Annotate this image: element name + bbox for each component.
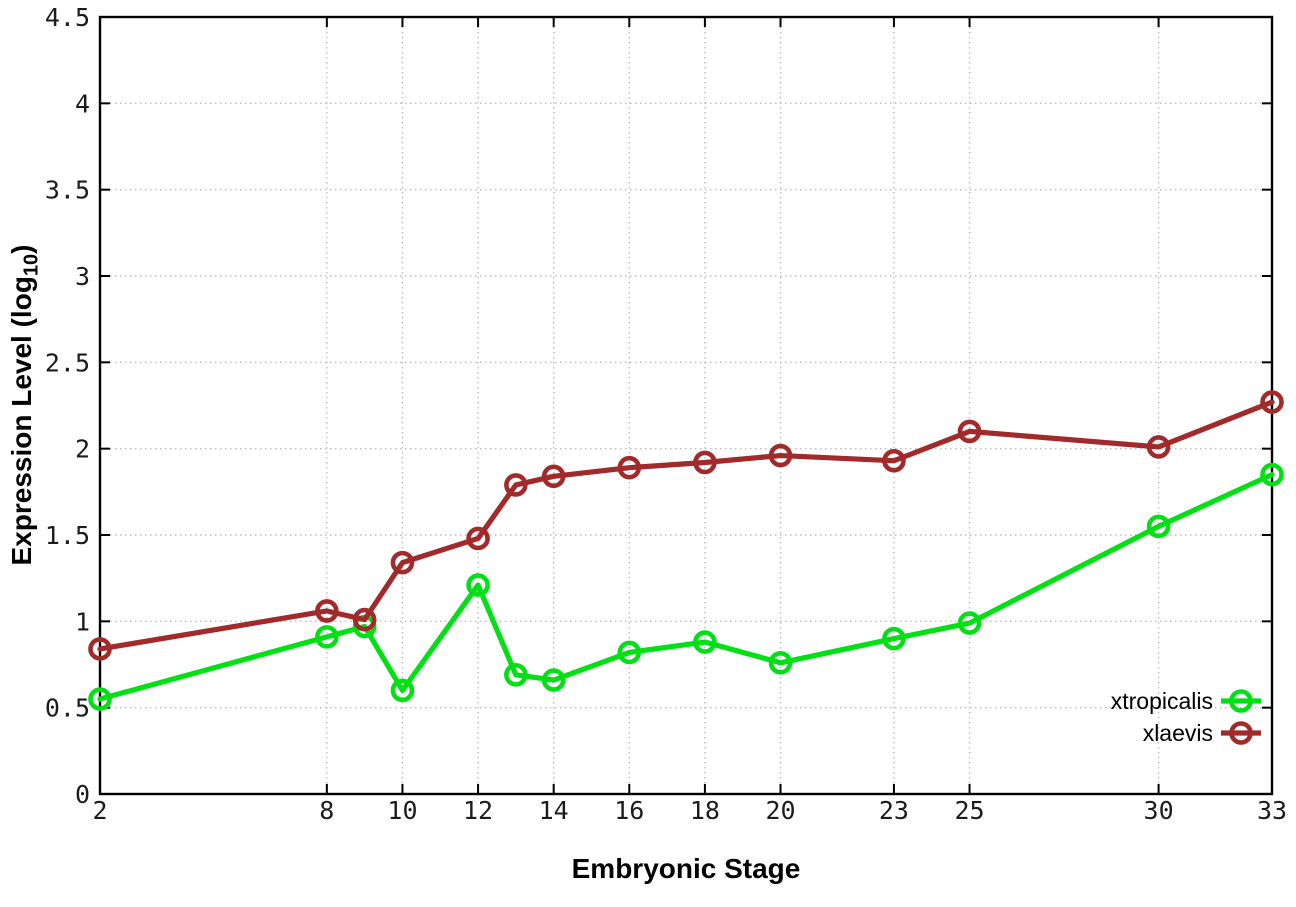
series-xtropicalis-marker	[693, 630, 717, 654]
x-tick-labels: 2 8 10 12 14 16 18 20 23 25 30 33	[92, 796, 1287, 825]
series-xlaevis-marker	[957, 419, 982, 444]
svg-text:18: 18	[690, 796, 720, 825]
series-xlaevis-line	[97, 399, 1275, 652]
series-xtropicalis-marker	[88, 687, 112, 711]
series-xlaevis-marker	[541, 464, 566, 489]
series-xlaevis-marker	[504, 473, 528, 497]
svg-text:12: 12	[463, 796, 493, 825]
series-xlaevis-marker	[768, 443, 793, 468]
series-xtropicalis-marker	[768, 650, 793, 675]
svg-text:2.5: 2.5	[45, 348, 90, 377]
svg-text:33: 33	[1257, 796, 1287, 825]
series-xlaevis-marker	[1260, 390, 1284, 414]
svg-text:25: 25	[954, 796, 984, 825]
svg-text:1: 1	[75, 607, 90, 636]
svg-text:0.5: 0.5	[45, 694, 90, 723]
series-xlaevis-marker	[617, 455, 642, 480]
tick-marks	[99, 16, 1273, 795]
y-tick-labels: 0 0.5 1 1.5 2 2.5 3 3.5 4 4.5	[45, 3, 90, 809]
series-xtropicalis-marker	[466, 573, 490, 597]
svg-text:3: 3	[75, 262, 90, 291]
y-axis-title: Expression Level (log10)	[0, 0, 44, 810]
legend-marker-sample	[1229, 689, 1253, 713]
svg-text:16: 16	[614, 796, 644, 825]
legend: xtropicalis xlaevis	[1111, 688, 1261, 746]
series-xtropicalis-line	[97, 471, 1275, 702]
svg-text:30: 30	[1144, 796, 1174, 825]
series-xlaevis-marker	[88, 637, 112, 661]
svg-text:8: 8	[319, 796, 334, 825]
svg-text:2: 2	[92, 796, 107, 825]
y-axis-title-close: )	[6, 244, 37, 254]
svg-text:0: 0	[75, 780, 90, 809]
legend-marker-sample	[1229, 721, 1253, 745]
series-xlaevis	[88, 390, 1284, 661]
gridlines	[100, 17, 1272, 794]
series-xtropicalis-marker	[541, 668, 566, 692]
svg-text:4.5: 4.5	[45, 3, 90, 32]
svg-text:1.5: 1.5	[45, 521, 90, 550]
series-xtropicalis-marker	[617, 640, 642, 665]
svg-text:20: 20	[765, 796, 795, 825]
series-xlaevis-marker	[1146, 435, 1171, 459]
svg-text:2: 2	[75, 435, 90, 464]
series-xlaevis-marker	[390, 550, 415, 575]
series-xtropicalis	[88, 462, 1284, 711]
svg-text:23: 23	[879, 796, 909, 825]
legend-label: xlaevis	[1143, 720, 1213, 746]
series-xlaevis-marker	[315, 599, 339, 623]
legend-item-xtropicalis: xtropicalis	[1111, 688, 1261, 714]
svg-text:10: 10	[387, 796, 417, 825]
svg-text:3.5: 3.5	[45, 176, 90, 205]
series-xtropicalis-marker	[957, 611, 982, 635]
series-xlaevis-marker	[693, 450, 717, 475]
series-xtropicalis-marker	[315, 625, 339, 649]
x-axis-title: Embryonic Stage	[571, 853, 801, 884]
svg-text:14: 14	[539, 796, 569, 825]
series-xlaevis-marker	[466, 526, 490, 551]
svg-text:4: 4	[75, 89, 90, 118]
series-xlaevis-marker	[882, 448, 906, 473]
series-xtropicalis-marker	[390, 678, 415, 703]
y-axis-title-subscript: 10	[20, 253, 43, 277]
series-xlaevis-marker	[352, 607, 377, 632]
legend-item-xlaevis: xlaevis	[1143, 720, 1261, 746]
series-xtropicalis-marker	[504, 663, 528, 687]
y-axis-title-text: Expression Level (log	[6, 276, 37, 566]
legend-label: xtropicalis	[1111, 688, 1213, 714]
plot-border	[98, 15, 1274, 796]
series-xtropicalis-marker	[882, 626, 906, 651]
series-xtropicalis-marker	[1146, 514, 1171, 539]
series-xtropicalis-marker	[1260, 462, 1284, 487]
